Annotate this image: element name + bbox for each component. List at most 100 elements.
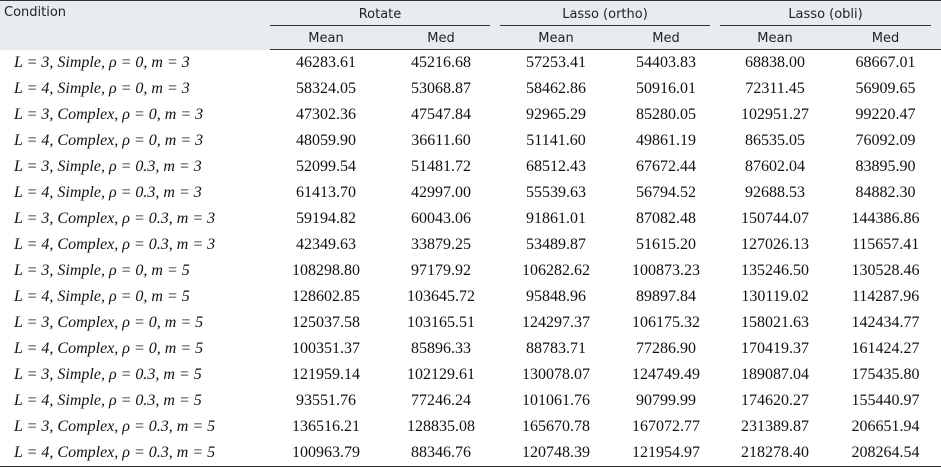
- value-cell: 106175.32: [632, 314, 700, 331]
- table-row: L = 3, Simple, ρ = 0, m = 3 46283.61 45216…: [0, 50, 941, 77]
- table-row: L = 4, Simple, ρ = 0.3, m = 3 61413.70 429…: [0, 180, 941, 206]
- table-row: L = 4, Simple, ρ = 0.3, m = 5 93551.76 772…: [0, 388, 941, 414]
- value-cell: 103645.72: [407, 288, 475, 305]
- condition-cell: L = 4, Simple, ρ = 0.3, m = 5: [14, 392, 202, 409]
- group-header: Rotate: [270, 0, 500, 27]
- value-cell: 135246.50: [741, 262, 810, 279]
- value-cell: 100963.79: [270, 440, 382, 467]
- value-cell: 59194.82: [296, 210, 356, 227]
- sub-header: Mean: [720, 27, 831, 50]
- value-cell: 58462.86: [526, 80, 586, 97]
- value-cell: 67672.44: [636, 158, 696, 175]
- value-cell: 85280.05: [636, 106, 696, 123]
- value-cell: 106282.62: [522, 262, 590, 279]
- value-cell: 130119.02: [741, 288, 809, 305]
- table-row: L = 3, Simple, ρ = 0.3, m = 3 52099.54 514…: [0, 154, 941, 180]
- sub-header: Med: [382, 27, 500, 50]
- value-cell: 208264.54: [830, 440, 941, 467]
- table-row: L = 4, Complex, ρ = 0.3, m = 3 42349.63 33…: [0, 232, 941, 258]
- value-cell: 77286.90: [636, 340, 696, 357]
- value-cell: 49861.19: [636, 132, 696, 149]
- value-cell: 89897.84: [636, 288, 696, 305]
- value-cell: 56794.52: [636, 184, 696, 201]
- value-cell: 84882.30: [855, 184, 916, 201]
- table-row: L = 3, Complex, ρ = 0, m = 5 125037.58 103…: [0, 310, 941, 336]
- value-cell: 97179.92: [411, 262, 471, 279]
- group-label: Lasso (obli): [720, 3, 932, 26]
- value-cell: 99220.47: [855, 106, 916, 123]
- table-row: L = 3, Simple, ρ = 0.3, m = 5 121959.14 10…: [0, 362, 941, 388]
- value-cell: 120748.39: [500, 440, 612, 467]
- condition-cell: L = 4, Simple, ρ = 0, m = 3: [14, 80, 190, 97]
- condition-cell: L = 3, Simple, ρ = 0, m = 3: [14, 53, 190, 71]
- sub-header: Mean: [500, 27, 612, 50]
- value-cell: 85896.33: [411, 340, 471, 357]
- value-cell: 88346.76: [382, 440, 500, 467]
- value-cell: 50916.01: [636, 80, 696, 97]
- condition-cell: L = 3, Complex, ρ = 0, m = 5: [14, 314, 204, 331]
- value-cell: 91861.01: [526, 210, 586, 227]
- group-header: Lasso (ortho): [500, 0, 721, 27]
- value-cell: 76092.09: [855, 132, 916, 149]
- condition-cell: L = 4, Complex, ρ = 0, m = 5: [14, 340, 204, 357]
- value-cell: 57253.41: [526, 54, 586, 71]
- table-row: L = 3, Simple, ρ = 0, m = 5 108298.80 9717…: [0, 258, 941, 284]
- value-cell: 155440.97: [851, 392, 920, 409]
- condition-cell: L = 4, Complex, ρ = 0.3, m = 3: [14, 236, 216, 253]
- corner-header: Condition: [0, 0, 270, 50]
- value-cell: 100873.23: [632, 262, 700, 279]
- value-cell: 93551.76: [296, 392, 356, 409]
- table-row: L = 3, Complex, ρ = 0.3, m = 5 136516.21 1…: [0, 414, 941, 440]
- value-cell: 92688.53: [745, 184, 806, 201]
- value-cell: 68512.43: [526, 158, 586, 175]
- table-row: L = 4, Simple, ρ = 0, m = 5 128602.85 1036…: [0, 284, 941, 310]
- value-cell: 130528.46: [851, 262, 920, 279]
- value-cell: 51141.60: [526, 132, 586, 149]
- value-cell: 36611.60: [411, 132, 471, 149]
- value-cell: 47302.36: [296, 106, 356, 123]
- table-header: Condition Rotate Lasso (ortho) Lasso (obli…: [0, 0, 941, 50]
- value-cell: 53068.87: [411, 80, 471, 97]
- value-cell: 124297.37: [522, 314, 590, 331]
- table-row: L = 4, Complex, ρ = 0, m = 3 48059.90 3661…: [0, 128, 941, 154]
- value-cell: 60043.06: [411, 210, 471, 227]
- value-cell: 54403.83: [636, 54, 696, 71]
- value-cell: 72311.45: [745, 80, 805, 97]
- value-cell: 61413.70: [296, 184, 356, 201]
- group-header: Lasso (obli): [720, 0, 941, 27]
- value-cell: 88783.71: [526, 340, 586, 357]
- value-cell: 121959.14: [292, 366, 360, 383]
- value-cell: 175435.80: [851, 366, 920, 383]
- condition-cell: L = 3, Simple, ρ = 0.3, m = 3: [14, 158, 202, 175]
- value-cell: 42349.63: [296, 236, 356, 253]
- value-cell: 174620.27: [741, 392, 810, 409]
- value-cell: 87082.48: [636, 210, 696, 227]
- value-cell: 142434.77: [851, 314, 920, 331]
- sub-header-row: Mean Med Mean Med Mean Med: [0, 27, 941, 50]
- value-cell: 83895.90: [855, 158, 916, 175]
- value-cell: 102129.61: [407, 366, 475, 383]
- table-row: L = 4, Complex, ρ = 0, m = 5 100351.37 858…: [0, 336, 941, 362]
- value-cell: 127026.13: [741, 236, 810, 253]
- value-cell: 115657.41: [851, 236, 920, 253]
- value-cell: 165670.78: [522, 418, 590, 435]
- value-cell: 130078.07: [522, 366, 590, 383]
- value-cell: 48059.90: [296, 132, 356, 149]
- condition-cell: L = 3, Complex, ρ = 0.3, m = 5: [14, 418, 216, 435]
- table-row: L = 4, Simple, ρ = 0, m = 3 58324.05 53068…: [0, 76, 941, 102]
- value-cell: 144386.86: [851, 210, 920, 227]
- value-cell: 33879.25: [411, 236, 471, 253]
- value-cell: 150744.07: [741, 210, 810, 227]
- value-cell: 45216.68: [411, 54, 471, 71]
- value-cell: 51615.20: [636, 236, 696, 253]
- value-cell: 128835.08: [407, 418, 475, 435]
- value-cell: 95848.96: [526, 288, 586, 305]
- value-cell: 42997.00: [411, 184, 471, 201]
- value-cell: 92965.29: [526, 106, 586, 123]
- value-cell: 102951.27: [741, 106, 810, 123]
- value-cell: 125037.58: [292, 314, 360, 331]
- value-cell: 161424.27: [851, 340, 920, 357]
- value-cell: 167072.77: [632, 418, 700, 435]
- value-cell: 90799.99: [636, 392, 696, 409]
